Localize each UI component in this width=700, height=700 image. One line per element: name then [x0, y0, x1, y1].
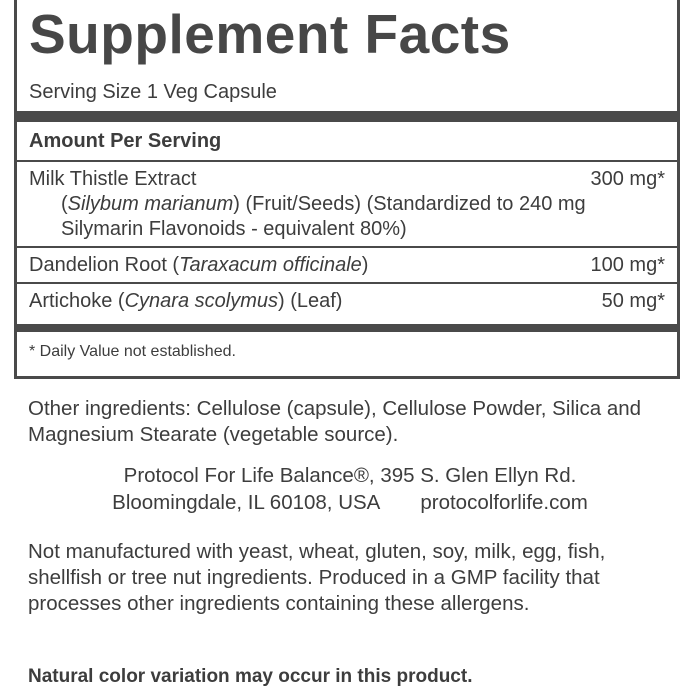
latin-name: Cynara scolymus: [124, 290, 278, 312]
ingredient-name: Milk Thistle Extract: [29, 167, 196, 192]
text-segment: Artichoke (: [29, 290, 125, 312]
text-segment: (: [61, 193, 68, 215]
ingredient-rows: Milk Thistle Extract 300 mg* (Silybum mari…: [17, 162, 677, 318]
amount: 50 mg*: [601, 290, 665, 312]
text-segment: Milk Thistle Extract: [29, 168, 197, 190]
other-ingredients: Other ingredients: Cellulose (capsule), …: [28, 397, 642, 446]
color-note: Natural color variation may occur in thi…: [28, 666, 473, 687]
text-segment: ) (Leaf): [277, 290, 343, 312]
amount: 300 mg*: [590, 168, 666, 190]
ingredient-row: Dandelion Root (Taraxacum officinale) 100…: [17, 248, 677, 284]
panel-title: Supplement Facts: [29, 3, 511, 65]
text-segment: ): [361, 254, 369, 276]
divider: [17, 324, 677, 332]
divider: [17, 111, 677, 122]
ingredient-line: Milk Thistle Extract 300 mg*: [29, 167, 665, 192]
ingredient-line: Dandelion Root (Taraxacum officinale) 100…: [29, 253, 665, 278]
address-line-2: Bloomingdale, IL 60108, USA protocolforli…: [0, 489, 700, 516]
ingredient-name: Dandelion Root (Taraxacum officinale): [29, 253, 368, 278]
address: Protocol For Life Balance®, 395 S. Glen …: [0, 462, 700, 516]
amount-header: Amount Per Serving: [17, 128, 677, 162]
allergen-note: Not manufactured with yeast, wheat, glut…: [28, 540, 606, 615]
ingredient-detail: (Silybum marianum) (Fruit/Seeds) (Standa…: [29, 192, 665, 242]
website: protocolforlife.com: [420, 491, 588, 514]
footnote: * Daily Value not established.: [29, 343, 236, 360]
ingredient-name: Artichoke (Cynara scolymus) (Leaf): [29, 289, 342, 314]
address-line: Bloomingdale, IL 60108, USA: [112, 491, 381, 514]
ingredient-row: Artichoke (Cynara scolymus) (Leaf) 50 mg*: [17, 284, 677, 318]
latin-name: Silybum marianum: [67, 193, 234, 215]
supplement-facts-panel: Supplement Facts Serving Size 1 Veg Caps…: [14, 0, 680, 379]
serving-size: Serving Size 1 Veg Capsule: [29, 81, 277, 103]
ingredient-line: Artichoke (Cynara scolymus) (Leaf) 50 mg*: [29, 289, 665, 314]
amount: 100 mg*: [590, 254, 666, 276]
text-segment: Dandelion Root (: [29, 254, 180, 276]
address-line: Protocol For Life Balance®, 395 S. Glen …: [123, 464, 577, 487]
ingredient-row: Milk Thistle Extract 300 mg* (Silybum mari…: [17, 162, 677, 248]
text-segment: ) (Fruit/Seeds) (Standardized to 240 mg …: [61, 193, 586, 240]
latin-name: Taraxacum officinale: [179, 254, 362, 276]
